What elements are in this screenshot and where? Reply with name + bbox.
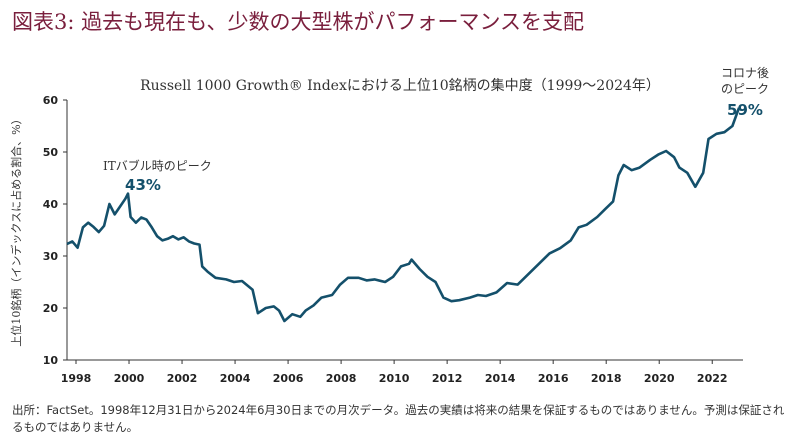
x-axis-ticks: 1998 2000 2002 2004 2006 2008 2010 2012 2014 2016… — [61, 360, 728, 385]
footnote: 出所：FactSet。1998年12月31日から2024年6月30日までの月次デ… — [12, 403, 785, 434]
annotation-label: のピーク — [721, 82, 769, 96]
x-tick-label: 2002 — [167, 372, 198, 385]
line-chart: Russell 1000 Growth® Indexにおける上位10銘柄の集中度… — [9, 66, 769, 385]
y-tick-label: 60 — [43, 94, 59, 107]
x-tick-label: 2006 — [273, 372, 304, 385]
axes — [66, 100, 743, 361]
x-tick-label: 2014 — [485, 372, 516, 385]
y-tick-label: 10 — [43, 354, 59, 367]
figure-title: 図表3: 過去も現在も、少数の大型株がパフォーマンスを支配 — [12, 10, 585, 34]
annotation-value: 59% — [727, 101, 763, 119]
x-tick-label: 2004 — [220, 372, 251, 385]
x-tick-label: 2020 — [644, 372, 675, 385]
x-tick-label: 2010 — [379, 372, 410, 385]
x-tick-label: 2008 — [326, 372, 357, 385]
x-tick-label: 2022 — [697, 372, 728, 385]
y-tick-label: 30 — [43, 250, 59, 263]
y-axis-ticks: 10 20 30 40 50 60 — [43, 94, 67, 367]
x-tick-label: 2018 — [591, 372, 622, 385]
x-tick-label: 2016 — [538, 372, 569, 385]
y-tick-label: 40 — [43, 198, 59, 211]
annotation-label: コロナ後 — [721, 66, 769, 80]
x-tick-label: 2012 — [432, 372, 463, 385]
annotation-label: ITバブル時のピーク — [103, 158, 212, 173]
x-tick-label: 2000 — [114, 372, 145, 385]
y-tick-label: 20 — [43, 302, 59, 315]
series-line — [66, 107, 741, 323]
chart-title: Russell 1000 Growth® Indexにおける上位10銘柄の集中度… — [140, 77, 660, 94]
y-axis-label: 上位10銘柄（インデックスに占める割合、%） — [9, 113, 23, 346]
y-tick-label: 50 — [43, 146, 59, 159]
x-tick-label: 1998 — [61, 372, 92, 385]
annotation-value: 43% — [125, 176, 161, 194]
